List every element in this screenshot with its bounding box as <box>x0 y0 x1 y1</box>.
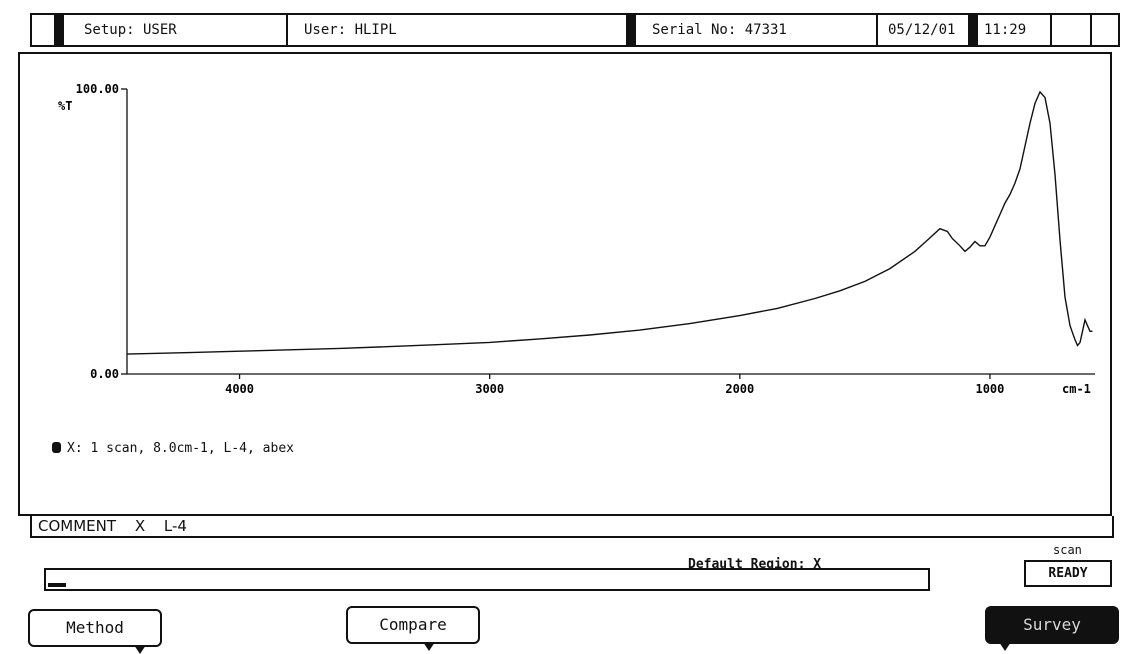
scan-progress-fill <box>48 583 66 587</box>
scan-status-indicator: READY <box>1024 560 1112 587</box>
method-button[interactable]: Method <box>28 609 162 654</box>
date-field: 05/12/01 <box>876 15 970 45</box>
y-axis-label: %T <box>58 99 72 113</box>
comment-id: X <box>134 517 146 535</box>
comment-label: COMMENT <box>38 517 117 535</box>
date-label: 05/12/01 <box>888 22 956 38</box>
x-tick-label-1: 3000 <box>475 382 504 396</box>
legend-text: X: 1 scan, 8.0cm-1, L-4, abex <box>67 441 294 456</box>
x-axis-unit-label: cm-1 <box>1062 382 1091 396</box>
survey-button[interactable]: Survey <box>985 606 1119 651</box>
legend: X: 1 scan, 8.0cm-1, L-4, abex <box>52 441 294 456</box>
x-tick-label-3: 1000 <box>975 382 1004 396</box>
survey-key-pointer-icon <box>999 642 1011 651</box>
spectrum-chart: 0.00 100.00 4000 3000 2000 1000 %T cm-1 <box>58 82 1095 396</box>
compare-key-pointer-icon <box>423 642 435 651</box>
status-bar-spacer <box>1050 15 1092 45</box>
survey-button-label: Survey <box>1023 615 1081 634</box>
y-tick-label-0: 0.00 <box>90 367 119 381</box>
comment-value[interactable]: L-4 <box>163 517 187 535</box>
x-tick-label-0: 4000 <box>225 382 254 396</box>
x-tick-label-2: 2000 <box>725 382 754 396</box>
plot-window: 0.00 100.00 4000 3000 2000 1000 %T cm-1 <box>18 52 1112 516</box>
serial-field: Serial No: 47331 <box>626 15 886 45</box>
scan-label: scan <box>1053 543 1082 557</box>
setup-field[interactable]: Setup: USER <box>54 15 296 45</box>
spectrum-line <box>126 90 1093 355</box>
serial-label: Serial No: 47331 <box>652 22 787 38</box>
status-bar: Setup: USER User: HLIPL Serial No: 47331… <box>30 13 1120 47</box>
scan-progress-bar <box>44 568 930 591</box>
status-bar-end-box <box>1090 15 1120 45</box>
y-tick-label-1: 100.00 <box>76 82 119 96</box>
time-field: 11:29 <box>968 15 1060 45</box>
method-key-pointer-icon <box>134 645 146 654</box>
method-button-label: Method <box>66 618 124 637</box>
legend-marker-icon <box>52 442 61 453</box>
setup-label: Setup: USER <box>84 22 177 38</box>
compare-button[interactable]: Compare <box>346 606 480 651</box>
time-label: 11:29 <box>984 22 1027 38</box>
user-field[interactable]: User: HLIPL <box>286 15 628 45</box>
compare-button-label: Compare <box>379 615 447 634</box>
comment-bar[interactable]: COMMENT X L-4 <box>30 516 1114 538</box>
user-label: User: HLIPL <box>304 22 397 38</box>
